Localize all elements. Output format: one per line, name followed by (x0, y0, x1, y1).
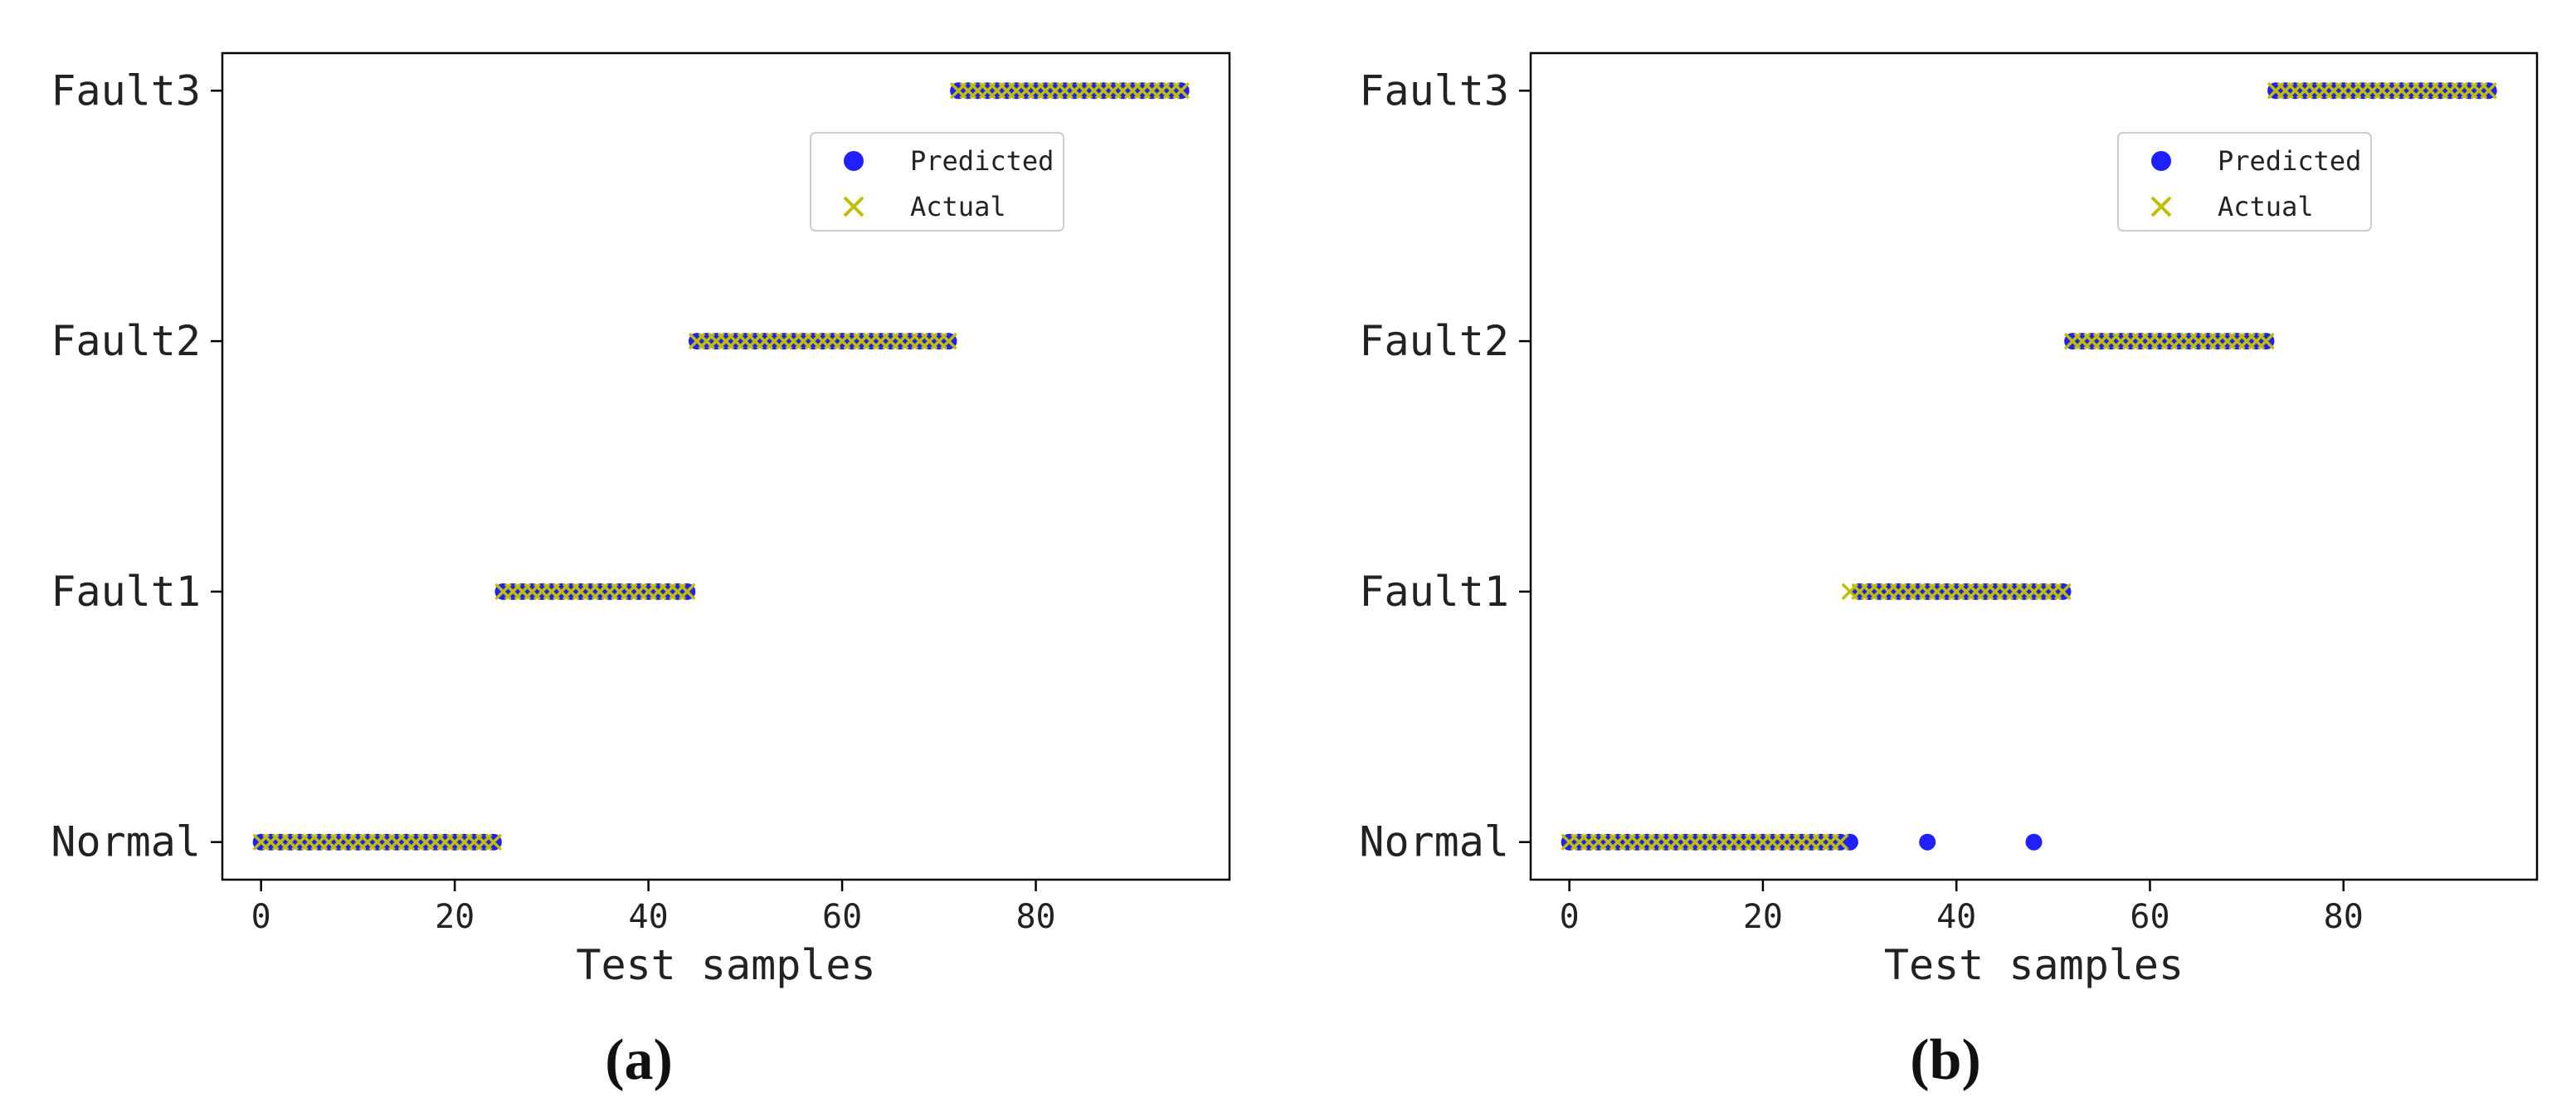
x-tick-label: 80 (1015, 898, 1055, 936)
panel-label: (b) (1910, 1028, 1981, 1092)
x-tick-label: 60 (2130, 898, 2169, 936)
legend: Predicted Actual (2117, 132, 2372, 232)
legend-marker-predicted (844, 151, 864, 171)
y-tick-label: Fault1 (51, 568, 201, 616)
x-axis-label: Test samples (1884, 941, 2184, 989)
actual-point (679, 583, 696, 601)
panel-label: (a) (605, 1028, 673, 1092)
chart-panel-b: 0 20 40 60 80 Normal Fault1 Fault2 Fault3 Test sa… (1359, 51, 2539, 1092)
x-tick-label: 40 (1936, 898, 1976, 936)
actual-point (1172, 82, 1190, 100)
predicted-point (1919, 833, 1936, 851)
actual-point (2257, 332, 2275, 350)
x-tick-label: 20 (435, 898, 475, 936)
y-tick-label: Fault1 (1359, 568, 1509, 616)
y-tick-label: Fault3 (51, 66, 201, 115)
legend-box (2117, 132, 2372, 232)
x-tick-label: 80 (2324, 898, 2364, 936)
y-tick-label: Fault2 (51, 317, 201, 365)
actual-point (940, 332, 957, 350)
y-tick-label: Normal (51, 818, 201, 866)
legend-marker-actual (843, 196, 864, 217)
y-tick-label: Fault3 (1359, 66, 1509, 115)
x-tick-label: 40 (629, 898, 669, 936)
legend-label: Actual (910, 191, 1006, 222)
y-tick-label: Fault2 (1359, 317, 1509, 365)
x-axis-label: Test samples (576, 941, 875, 989)
actual-point (485, 833, 503, 851)
predicted-point (2025, 833, 2043, 851)
actual-point (2480, 82, 2497, 100)
actual-point (2054, 583, 2072, 601)
legend: Predicted Actual (810, 132, 1064, 232)
legend-label: Predicted (910, 145, 1054, 177)
plot-frame (221, 51, 1231, 881)
legend-marker-actual (2150, 196, 2172, 217)
chart-panel-a: 0 20 40 60 80 Normal Fault1 Fault2 Fault3 Test sa… (51, 51, 1231, 1092)
x-tick-label: 0 (251, 898, 271, 936)
x-tick-label: 60 (822, 898, 862, 936)
actual-point (1831, 833, 1849, 851)
legend-label: Actual (2218, 191, 2314, 222)
x-tick-label: 0 (1560, 898, 1580, 936)
x-tick-label: 20 (1743, 898, 1783, 936)
legend-box (810, 132, 1064, 232)
y-tick-label: Normal (1359, 818, 1509, 866)
legend-label: Predicted (2218, 145, 2361, 177)
plot-frame (1529, 51, 2539, 881)
legend-marker-predicted (2151, 151, 2171, 171)
